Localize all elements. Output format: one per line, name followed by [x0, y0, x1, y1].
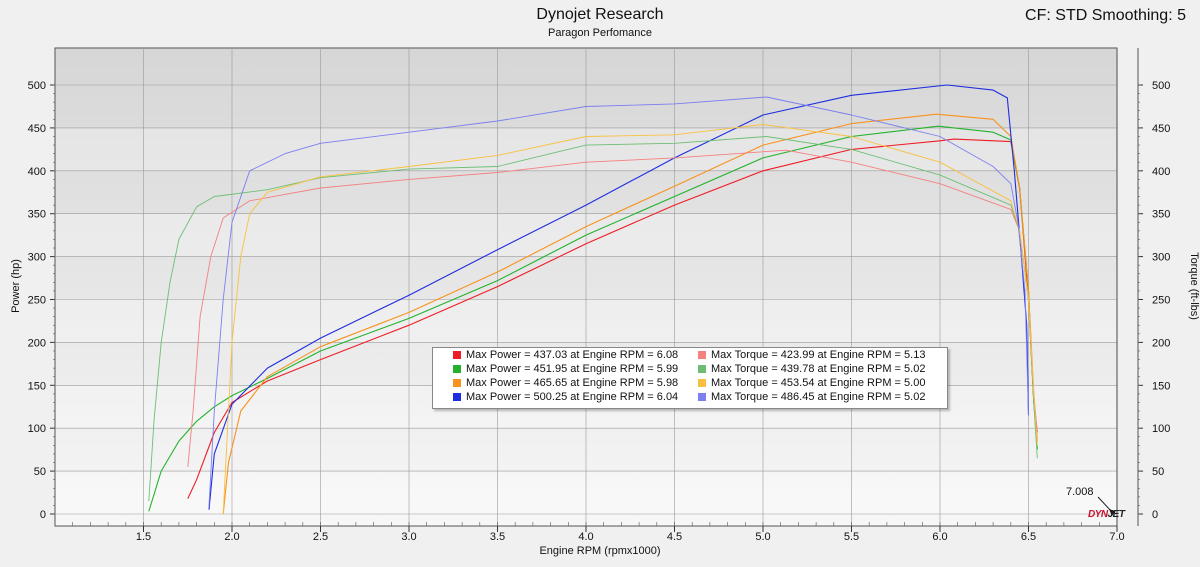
- legend-swatch: [698, 393, 706, 401]
- legend-item: Max Power = 500.25 at Engine RPM = 6.04: [453, 391, 678, 403]
- series-line: [222, 124, 1038, 515]
- x-tick-label: 3.5: [490, 531, 505, 543]
- y-tick-label-right: 200: [1152, 337, 1170, 349]
- dynojet-logo: DYNJET: [1088, 509, 1125, 520]
- y-tick-label-right: 150: [1152, 380, 1170, 392]
- y-tick-label-left: 0: [40, 509, 46, 521]
- legend-swatch: [698, 365, 706, 373]
- cursor-value: 7.008: [1066, 486, 1094, 498]
- brand-part-b: JET: [1107, 509, 1125, 520]
- y-axis-label-left: Power (hp): [10, 259, 22, 313]
- x-tick-label: 4.0: [578, 531, 593, 543]
- legend-label: Max Torque = 486.45 at Engine RPM = 5.02: [711, 391, 926, 403]
- legend-label: Max Power = 437.03 at Engine RPM = 6.08: [466, 349, 679, 361]
- legend-swatch: [453, 351, 461, 359]
- y-tick-label-right: 350: [1152, 209, 1170, 221]
- y-tick-label-right: 450: [1152, 123, 1170, 135]
- y-tick-label-right: 300: [1152, 252, 1170, 264]
- x-tick-label: 6.0: [932, 531, 947, 543]
- legend-label: Max Torque = 453.54 at Engine RPM = 5.00: [711, 377, 926, 389]
- chart-title: Dynojet Research: [536, 6, 664, 23]
- series-line: [208, 84, 1030, 510]
- y-tick-label-left: 300: [28, 252, 46, 264]
- series-line: [208, 96, 1029, 506]
- settings-readout: CF: STD Smoothing: 5: [1025, 7, 1186, 24]
- y-tick-label-left: 450: [28, 123, 46, 135]
- x-axis-label: Engine RPM (rpmx1000): [539, 545, 661, 557]
- cursor-marker-icon: [1109, 509, 1115, 516]
- series-lines: [148, 84, 1038, 515]
- y-tick-label-left: 150: [28, 380, 46, 392]
- x-tick-label: 5.0: [755, 531, 770, 543]
- y-tick-label-right: 250: [1152, 295, 1170, 307]
- axis-ticks: 0 0 50 50 100 100 150 150 200 200 250 250 300 300 350 3…: [28, 48, 1170, 543]
- y-tick-label-left: 100: [28, 423, 46, 435]
- y-tick-label-right: 100: [1152, 423, 1170, 435]
- legend: Max Power = 437.03 at Engine RPM = 6.08 …: [432, 347, 948, 409]
- y-tick-label-left: 50: [34, 466, 46, 478]
- legend-label: Max Power = 465.65 at Engine RPM = 5.98: [466, 377, 679, 389]
- y-tick-label-left: 200: [28, 337, 46, 349]
- legend-item: Max Power = 451.95 at Engine RPM = 5.99: [453, 363, 678, 375]
- legend-item: Max Power = 437.03 at Engine RPM = 6.08: [453, 349, 678, 361]
- legend-item: Max Torque = 453.54 at Engine RPM = 5.00: [698, 377, 925, 389]
- legend-swatch: [698, 379, 706, 387]
- legend-swatch: [453, 393, 461, 401]
- legend-label: Max Power = 500.25 at Engine RPM = 6.04: [466, 391, 679, 403]
- legend-item: Max Torque = 486.45 at Engine RPM = 5.02: [698, 391, 925, 403]
- legend-item: Max Power = 465.65 at Engine RPM = 5.98: [453, 377, 678, 389]
- legend-label: Max Torque = 439.78 at Engine RPM = 5.02: [711, 363, 926, 375]
- legend-item: Max Torque = 439.78 at Engine RPM = 5.02: [698, 363, 925, 375]
- x-tick-label: 5.5: [844, 531, 859, 543]
- x-tick-label: 7.0: [1109, 531, 1124, 543]
- x-tick-label: 3.0: [401, 531, 416, 543]
- brand-part-a: DYN: [1088, 509, 1108, 520]
- x-tick-label: 6.5: [1021, 531, 1036, 543]
- y-tick-label-left: 350: [28, 209, 46, 221]
- x-tick-label: 2.0: [224, 531, 239, 543]
- legend-swatch: [698, 351, 706, 359]
- legend-label: Max Torque = 423.99 at Engine RPM = 5.13: [711, 349, 926, 361]
- legend-item: Max Torque = 423.99 at Engine RPM = 5.13: [698, 349, 925, 361]
- chart-subtitle: Paragon Perfomance: [548, 27, 652, 39]
- y-tick-label-left: 500: [28, 80, 46, 92]
- legend-swatch: [453, 379, 461, 387]
- y-tick-label-right: 0: [1152, 509, 1158, 521]
- y-axis-label-right: Torque (ft-lbs): [1188, 252, 1200, 320]
- y-tick-label-left: 400: [28, 166, 46, 178]
- legend-swatch: [453, 365, 461, 373]
- y-tick-label-right: 50: [1152, 466, 1164, 478]
- y-tick-label-left: 250: [28, 295, 46, 307]
- x-tick-label: 1.5: [136, 531, 151, 543]
- y-tick-label-right: 400: [1152, 166, 1170, 178]
- y-tick-label-right: 500: [1152, 80, 1170, 92]
- series-line: [222, 113, 1038, 515]
- legend-label: Max Power = 451.95 at Engine RPM = 5.99: [466, 363, 679, 375]
- x-tick-label: 4.5: [667, 531, 682, 543]
- x-tick-label: 2.5: [313, 531, 328, 543]
